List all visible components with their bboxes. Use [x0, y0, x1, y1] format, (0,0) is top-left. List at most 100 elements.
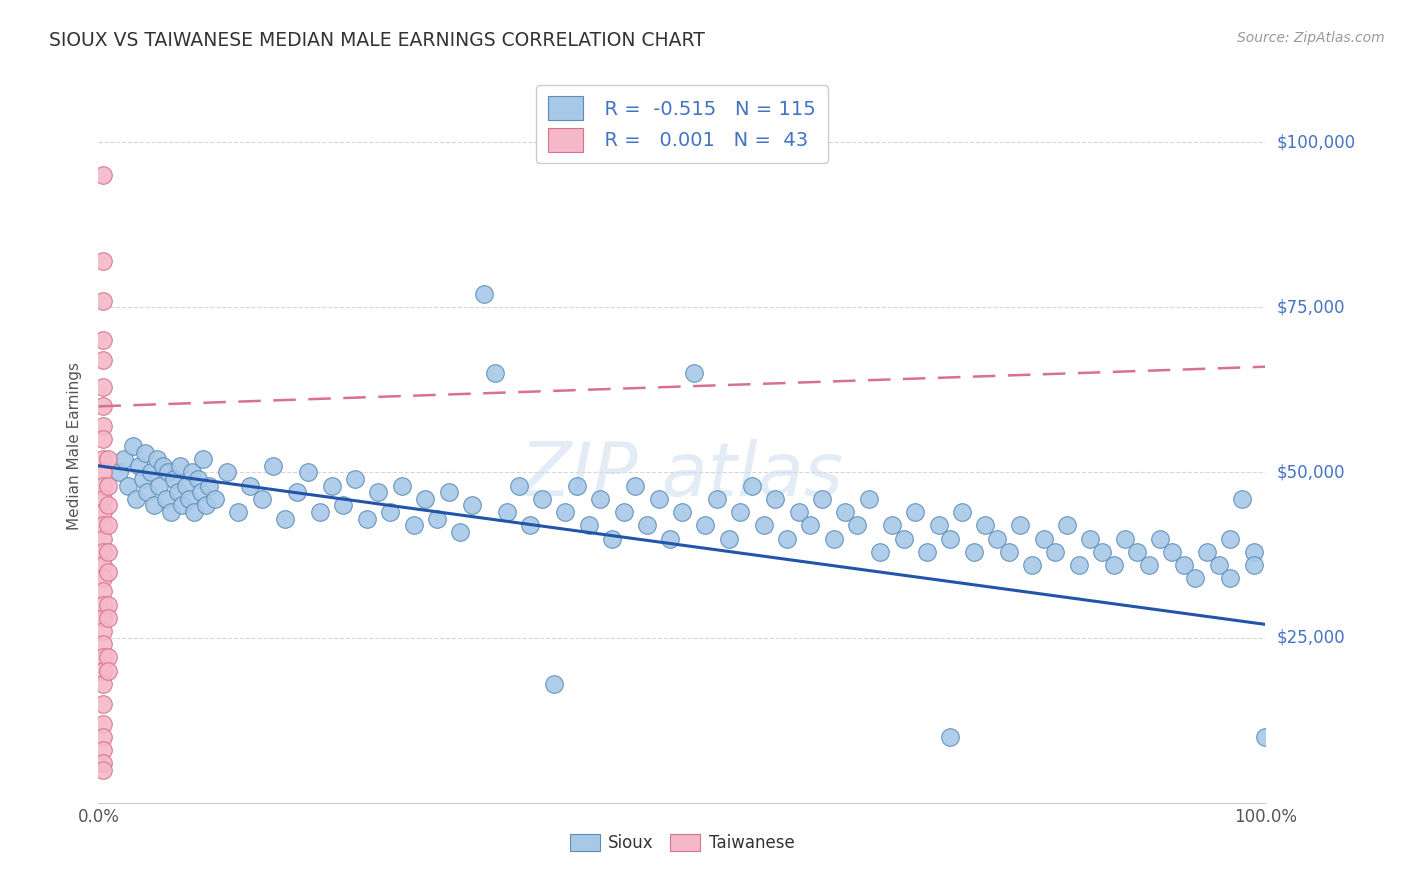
Point: [250, 491, 273, 506]
Point: [91, 478, 114, 492]
Point: [1080, 532, 1102, 546]
Point: [198, 478, 221, 492]
Point: [91, 584, 114, 599]
Point: [91, 400, 114, 414]
Point: [134, 445, 156, 459]
Point: [1114, 532, 1136, 546]
Point: [91, 491, 114, 506]
Point: [97, 565, 120, 579]
Point: [1102, 558, 1125, 572]
Point: [880, 518, 903, 533]
Point: [97, 452, 120, 467]
Point: [187, 472, 209, 486]
Point: [321, 478, 343, 492]
Point: [1208, 558, 1230, 572]
Point: [136, 485, 159, 500]
Point: [811, 491, 834, 506]
Point: [437, 485, 460, 500]
Point: [159, 505, 181, 519]
Point: [117, 478, 139, 492]
Point: [799, 518, 821, 533]
Point: [146, 452, 169, 467]
Point: [1126, 545, 1149, 559]
Point: [543, 677, 565, 691]
Point: [155, 491, 177, 506]
Point: [297, 466, 319, 480]
Point: [787, 505, 810, 519]
Point: [950, 505, 973, 519]
Point: [695, 518, 717, 533]
Point: [179, 491, 201, 506]
Point: [91, 419, 114, 434]
Text: SIOUX VS TAIWANESE MEDIAN MALE EARNINGS CORRELATION CHART: SIOUX VS TAIWANESE MEDIAN MALE EARNINGS …: [49, 31, 704, 50]
Point: [915, 545, 938, 559]
Point: [91, 452, 114, 467]
Point: [91, 624, 114, 638]
Point: [91, 756, 114, 771]
Text: $50,000: $50,000: [1277, 464, 1346, 482]
Point: [554, 505, 576, 519]
Point: [91, 518, 114, 533]
Point: [163, 472, 186, 486]
Point: [97, 478, 120, 492]
Point: [148, 478, 170, 492]
Text: $75,000: $75,000: [1277, 298, 1346, 317]
Point: [194, 499, 217, 513]
Point: [91, 532, 114, 546]
Point: [449, 524, 471, 539]
Point: [91, 379, 114, 393]
Point: [239, 478, 262, 492]
Point: [91, 664, 114, 678]
Point: [1091, 545, 1114, 559]
Point: [484, 367, 506, 381]
Point: [262, 458, 284, 473]
Point: [752, 518, 775, 533]
Point: [636, 518, 658, 533]
Point: [380, 505, 402, 519]
Point: [97, 650, 120, 665]
Point: [91, 353, 114, 368]
Point: [1056, 518, 1078, 533]
Point: [91, 254, 114, 268]
Point: [717, 532, 740, 546]
Point: [624, 478, 647, 492]
Point: [97, 598, 120, 612]
Point: [166, 485, 188, 500]
Point: [97, 611, 120, 625]
Point: [91, 611, 114, 625]
Point: [472, 287, 495, 301]
Point: [1032, 532, 1054, 546]
Point: [91, 293, 114, 308]
Point: [391, 478, 413, 492]
Point: [413, 491, 436, 506]
Point: [682, 367, 704, 381]
Point: [846, 518, 869, 533]
Point: [1045, 545, 1067, 559]
Point: [730, 505, 752, 519]
Point: [344, 472, 367, 486]
Point: [1254, 730, 1277, 744]
Point: [91, 466, 114, 480]
Point: [1219, 532, 1241, 546]
Point: [1137, 558, 1160, 572]
Point: [108, 466, 131, 480]
Point: [1219, 571, 1241, 585]
Point: [122, 439, 145, 453]
Point: [274, 511, 297, 525]
Point: [367, 485, 389, 500]
Point: [139, 466, 162, 480]
Point: [309, 505, 332, 519]
Point: [706, 491, 728, 506]
Point: [152, 458, 174, 473]
Point: [997, 545, 1019, 559]
Point: [215, 466, 238, 480]
Point: [565, 478, 588, 492]
Point: [928, 518, 950, 533]
Point: [402, 518, 425, 533]
Point: [157, 466, 180, 480]
Point: [91, 743, 114, 757]
Point: [143, 499, 166, 513]
Point: [132, 472, 155, 486]
Point: [91, 558, 114, 572]
Point: [1230, 491, 1253, 506]
